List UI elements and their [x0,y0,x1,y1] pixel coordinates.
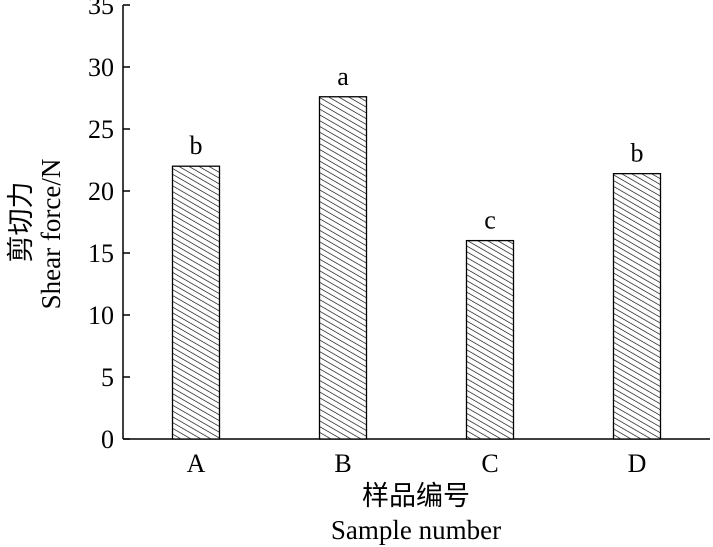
bar-b [318,96,368,440]
bar-d [612,172,662,440]
y-tick-label: 30 [88,53,114,82]
y-tick-label: 10 [88,301,114,330]
significance-label: b [190,131,203,160]
significance-label: b [631,139,644,168]
y-axis: 0 5 10 15 20 25 30 35 [88,0,130,454]
significance-label: a [337,62,349,91]
y-tick-label: 0 [101,425,114,454]
x-axis-title-cn: 样品编号 [362,481,470,511]
y-axis-title-en: Shear force/N [36,159,66,310]
y-tick-label: 5 [101,363,114,392]
x-axis: A B C D [123,433,710,478]
y-axis-title-cn: 剪切力 [6,182,36,263]
y-tick-label: 20 [88,177,114,206]
y-tick-label: 25 [88,115,114,144]
significance-label: c [484,206,496,235]
x-axis-title-en: Sample number [331,515,501,545]
y-tick-label: 15 [88,239,114,268]
x-tick-label: A [187,449,206,478]
bar-c [465,239,515,440]
x-tick-label: B [334,449,351,478]
x-tick-label: C [481,449,498,478]
x-tick-label: D [628,449,647,478]
bar-a [171,165,221,440]
y-tick-label: 35 [88,0,114,20]
